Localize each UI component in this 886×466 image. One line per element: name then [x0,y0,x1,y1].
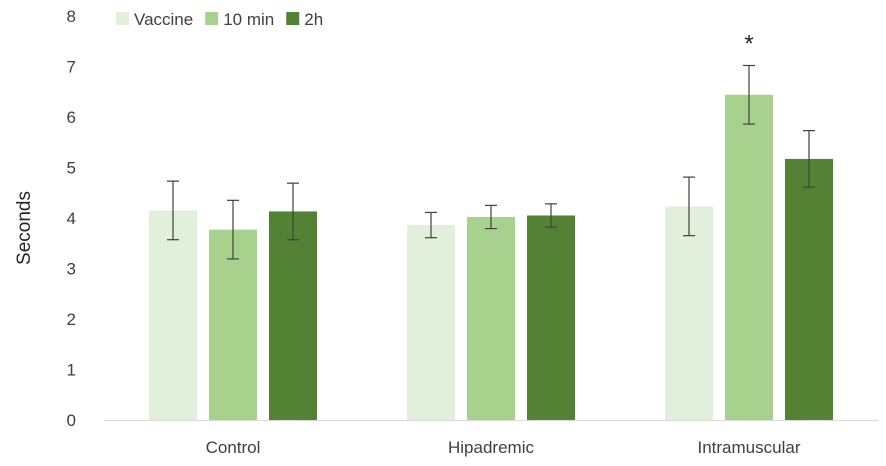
y-tick-label: 5 [67,159,76,178]
error-bar [743,64,755,125]
x-axis: Control Hipadremic Intramuscular [104,420,878,457]
error-bar [167,180,179,241]
legend-label: 10 min [223,10,274,29]
legend-item: 2h [286,10,323,29]
legend-label: 2h [304,10,323,29]
x-category-label: Control [206,438,261,457]
y-tick-label: 3 [67,260,76,279]
error-bar [287,182,299,241]
y-axis: 0 1 2 3 4 5 6 7 8 Seconds [14,7,76,430]
y-tick-label: 4 [67,209,76,228]
error-bar [227,199,239,260]
x-category-label: Intramuscular [698,438,801,457]
bars [149,64,833,421]
bar [467,216,515,420]
bar [269,211,317,420]
bar [209,229,257,420]
y-tick-label: 2 [67,310,76,329]
legend-swatch [116,12,129,25]
legend-item: 10 min [205,10,274,29]
annotations: * [744,30,753,57]
legend-item: Vaccine [116,10,193,29]
error-bar [803,130,815,188]
legend-label: Vaccine [134,10,193,29]
bar [665,206,713,420]
error-bar [683,176,695,237]
legend: Vaccine 10 min 2h [116,10,323,29]
x-category-label: Hipadremic [448,438,534,457]
y-tick-label: 7 [67,58,76,77]
legend-swatch [286,12,300,25]
error-bar [545,203,557,228]
bar [785,158,833,421]
bar [407,225,455,420]
error-bar [425,211,437,239]
y-tick-label: 0 [67,411,76,430]
bar [149,210,197,420]
error-bar [485,204,497,230]
y-tick-label: 8 [67,7,76,26]
bar [725,94,773,420]
y-tick-label: 1 [67,361,76,380]
y-axis-title: Seconds [14,191,35,265]
significance-marker: * [744,30,753,57]
bar [527,215,575,420]
y-tick-label: 6 [67,108,76,127]
legend-swatch [205,12,219,25]
